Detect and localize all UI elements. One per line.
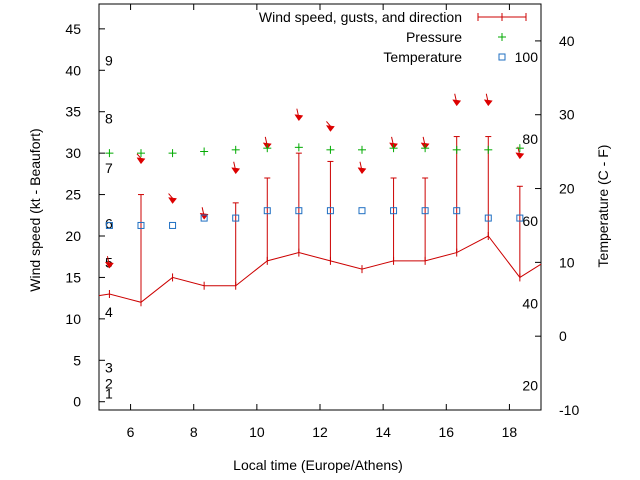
pressure-point-10 [421,144,430,153]
pressure-point-12 [484,145,493,154]
fahrenheit-label-4: 100 [515,49,539,65]
legend-pressure-label: Pressure [406,29,462,45]
beaufort-label-1: 2 [105,375,113,391]
temperature-point-6 [295,207,303,215]
gust-bars [137,136,523,303]
pressure-point-7 [326,145,335,154]
beaufort-label-2: 3 [105,360,113,376]
wind-arrowhead-6 [294,114,304,122]
wind-arrowhead-7 [325,125,335,132]
wind-series [98,232,542,307]
y-right-tick-label-0: -10 [559,402,579,418]
legend-wind-label: Wind speed, gusts, and direction [259,9,462,25]
beaufort-label-8: 9 [105,52,113,68]
fahrenheit-label-2: 60 [522,213,538,229]
y-left-tick-label-0: 0 [73,394,81,410]
legend: Wind speed, gusts, and direction Pressur… [259,9,527,65]
legend-temperature-label: Temperature [383,49,462,65]
y-right-tick-label-4: 30 [559,107,575,123]
wind-arrowhead-1 [136,157,146,165]
temperature-series [105,207,524,229]
y-right-tick-label-5: 40 [559,33,575,49]
temperature-point-11 [453,207,461,215]
y-axis-right: -10 0 10 20 30 40 [535,33,579,418]
y-left-tick-label-1: 5 [73,352,81,368]
pressure-point-11 [452,145,461,154]
x-tick-label-3: 12 [312,424,328,440]
x-tick-label-4: 14 [375,424,391,440]
beaufort-label-5: 6 [105,216,113,232]
wind-arrowhead-8 [357,167,367,175]
x-tick-label-1: 8 [190,424,198,440]
pressure-point-5 [263,144,272,153]
temperature-point-4 [232,214,240,222]
beaufort-label-7: 8 [105,110,113,126]
y-right-tick-label-2: 10 [559,254,575,270]
fahrenheit-label-0: 20 [522,378,538,394]
fahrenheit-label-1: 40 [522,296,538,312]
x-axis-title: Local time (Europe/Athens) [233,457,403,473]
y-axis-left: 0 5 10 15 20 25 30 35 40 45 [65,21,105,410]
beaufort-label-0: 1 [105,385,113,401]
y-left-tick-label-9: 45 [65,21,81,37]
temperature-point-5 [263,207,271,215]
temperature-point-12 [484,214,492,222]
pressure-point-4 [231,145,240,154]
y-right-tick-label-3: 20 [559,181,575,197]
y-left-tick-label-2: 10 [65,311,81,327]
temperature-point-7 [326,207,334,215]
fahrenheit-scale-labels: 20 40 60 80 100 [515,49,539,393]
temperature-point-3 [200,214,208,222]
pressure-point-0 [105,149,114,158]
wind-arrowhead-13 [515,152,525,160]
pressure-point-8 [357,145,366,154]
pressure-point-1 [136,149,145,158]
y-right-tick-label-1: 0 [559,328,567,344]
x-tick-label-6: 18 [502,424,518,440]
legend-pressure-swatch [498,33,506,41]
pressure-point-13 [515,144,524,153]
temperature-point-9 [390,207,398,215]
x-tick-label-2: 10 [249,424,265,440]
wind-arrowhead-2 [168,197,178,204]
temperature-point-10 [421,207,429,215]
y-left-tick-label-6: 30 [65,145,81,161]
wind-arrowhead-4 [231,167,241,175]
wind-direction-arrows [104,93,525,269]
x-axis: 6 8 10 12 14 16 18 [127,4,518,440]
y-axis-right-title: Temperature (C - F) [595,145,611,268]
pressure-point-9 [389,144,398,153]
y-left-tick-label-8: 40 [65,62,81,78]
fahrenheit-label-3: 80 [522,131,538,147]
y-axis-left-title: Wind speed (kt - Beaufort) [27,128,43,291]
pressure-point-3 [200,147,209,156]
temperature-point-0 [105,221,113,229]
temperature-point-13 [516,214,524,222]
pressure-point-6 [294,143,303,152]
temperature-point-8 [358,207,366,215]
plot-frame [98,3,542,411]
x-tick-label-0: 6 [127,424,135,440]
pressure-series [105,143,524,158]
pressure-point-2 [168,149,177,158]
y-left-tick-label-5: 25 [65,187,81,203]
beaufort-label-3: 4 [105,304,113,320]
temperature-point-2 [169,221,177,229]
temperature-point-1 [137,221,145,229]
wind-arrowhead-11 [452,99,462,107]
y-left-tick-label-4: 20 [65,228,81,244]
y-left-tick-label-3: 15 [65,269,81,285]
x-tick-label-5: 16 [438,424,454,440]
beaufort-label-6: 7 [105,160,113,176]
wind-speed-line [98,235,542,303]
y-left-tick-label-7: 35 [65,104,81,120]
legend-wind-swatch [477,13,527,21]
legend-temperature-swatch [498,53,506,61]
wind-arrowhead-0 [104,261,114,269]
wind-arrowhead-12 [483,99,493,107]
